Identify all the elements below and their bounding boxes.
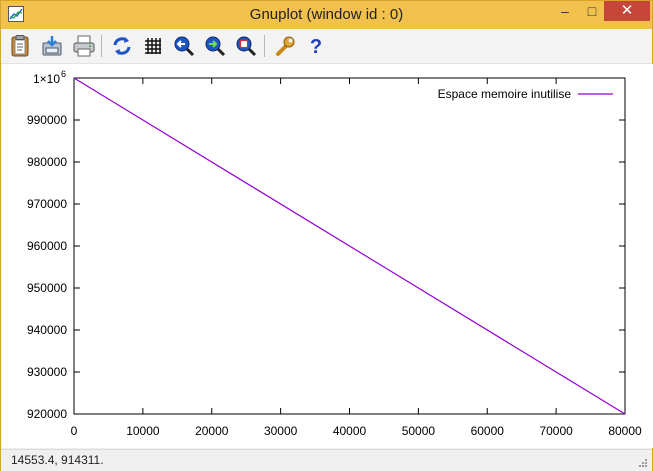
y-tick-label: 970000 (27, 197, 67, 211)
y-tick-label: 960000 (27, 239, 67, 253)
save-icon[interactable] (40, 34, 64, 58)
help-icon[interactable]: ? (304, 34, 328, 58)
x-tick-label: 0 (71, 424, 78, 438)
title-bar[interactable]: Gnuplot (window id : 0) – □ ✕ (1, 1, 652, 29)
resize-grip-icon[interactable] (638, 458, 648, 468)
toolbar: ? (1, 29, 652, 64)
wrench-icon[interactable] (273, 34, 297, 58)
svg-text:?: ? (310, 36, 322, 58)
y-tick-label: 940000 (27, 323, 67, 337)
x-tick-label: 10000 (126, 424, 160, 438)
legend-label: Espace memoire inutilise (438, 87, 572, 101)
refresh-icon[interactable] (110, 34, 134, 58)
minimize-button[interactable]: – (561, 3, 569, 19)
plot-area[interactable]: 0 10000 20000 30000 40000 50000 60000 70000 8000… (2, 64, 653, 448)
clipboard-icon[interactable] (8, 34, 32, 58)
zoom-reset-icon[interactable] (234, 34, 258, 58)
x-tick-label: 40000 (333, 424, 367, 438)
y-tick-label-top: 1×10 (33, 72, 60, 86)
y-tick-label: 990000 (27, 113, 67, 127)
zoom-previous-icon[interactable] (172, 34, 196, 58)
mouse-coordinates: 14553.4, 914311. (11, 453, 104, 467)
x-tick-label: 30000 (264, 424, 298, 438)
series-line (73, 77, 626, 415)
x-tick-label: 50000 (402, 424, 436, 438)
y-tick-label: 980000 (27, 155, 67, 169)
window-title: Gnuplot (window id : 0) (249, 6, 404, 23)
x-tick-label: 70000 (539, 424, 573, 438)
zoom-next-icon[interactable] (203, 34, 227, 58)
y-tick-label: 930000 (27, 365, 67, 379)
status-bar: 14553.4, 914311. (1, 449, 652, 471)
toolbar-separator (101, 35, 102, 57)
y-tick-label-exponent: 6 (61, 69, 66, 79)
close-button[interactable]: ✕ (604, 1, 650, 21)
gnuplot-app-icon[interactable] (8, 6, 24, 22)
x-tick-label: 80000 (608, 424, 642, 438)
x-tick-label: 60000 (471, 424, 505, 438)
y-tick-label: 920000 (27, 407, 67, 421)
x-tick-label: 20000 (195, 424, 229, 438)
maximize-button[interactable]: □ (587, 3, 597, 19)
grid-icon[interactable] (141, 34, 165, 58)
printer-icon[interactable] (72, 34, 96, 58)
y-tick-label: 950000 (27, 281, 67, 295)
toolbar-separator (264, 35, 265, 57)
